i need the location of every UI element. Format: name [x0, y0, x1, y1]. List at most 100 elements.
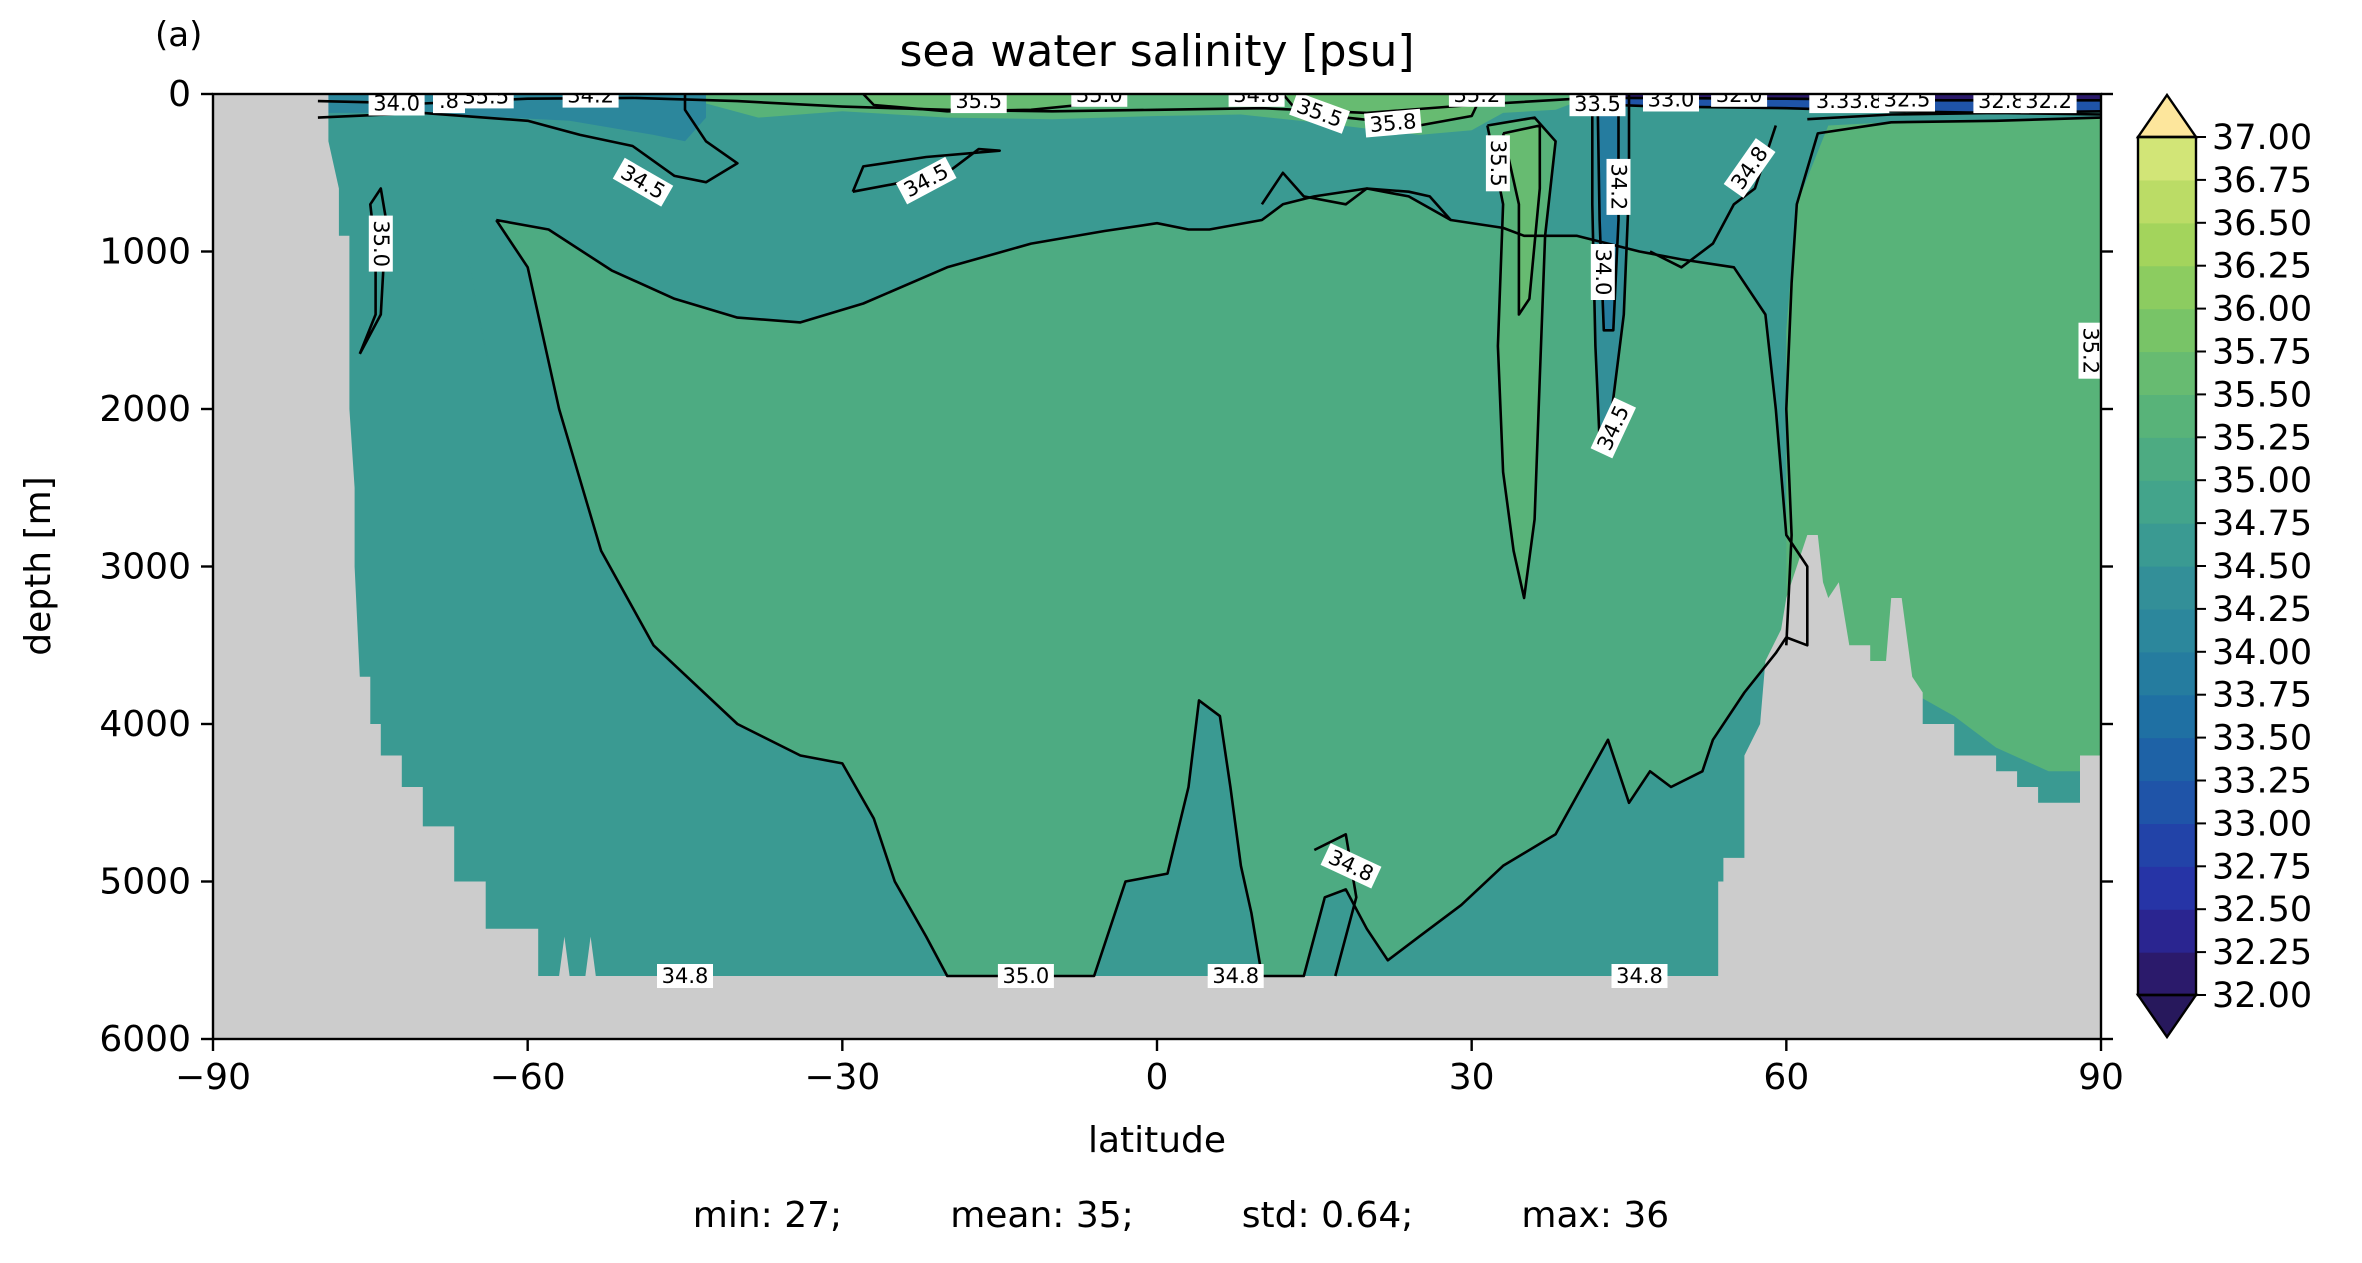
- x-tick-label: 90: [2078, 1057, 2124, 1098]
- contour-label-box: [1071, 94, 1128, 107]
- summary-statistics: min: 27; mean: 35; std: 0.64; max: 36: [0, 1195, 2362, 1255]
- colorbar-tick-label: 34.50: [2212, 547, 2312, 587]
- region-north-atlantic: [1786, 117, 2101, 772]
- contour-label-text: 34.8: [1616, 964, 1663, 988]
- y-axis-label: depth [m]: [18, 476, 59, 655]
- contour-label: 33.0: [1643, 94, 1699, 112]
- contour-label-box: [2078, 322, 2101, 379]
- contour-label: 34.2: [1606, 158, 1631, 215]
- contour-label-box: [1485, 135, 1510, 192]
- x-tick-label: 60: [1763, 1057, 1809, 1098]
- stat-std: std: 0.64;: [1241, 1195, 1414, 1236]
- colorbar-tick-label: 32.25: [2212, 933, 2312, 973]
- contour-label-box: [1606, 158, 1631, 215]
- contour-35-2-northbump: [1260, 171, 1452, 221]
- contour-label: 35.2: [2078, 322, 2101, 379]
- x-tick-label: −60: [490, 1057, 566, 1098]
- panel-label: (a): [155, 15, 202, 55]
- colorbar-extend-over: [2135, 92, 2199, 139]
- y-tick-label: 5000: [99, 862, 191, 903]
- contour-label-box: [1973, 94, 2030, 114]
- contour-label-box: [1228, 94, 1285, 107]
- contour-label-box: [2020, 94, 2077, 114]
- x-axis: −90 −60 −30 0 30 60 90: [175, 1039, 2124, 1098]
- x-tick-label: 0: [1146, 1057, 1169, 1098]
- colorbar-segment: [2138, 265, 2196, 310]
- contour-label-box: [1207, 964, 1264, 988]
- land-seafloor: [213, 976, 2101, 1039]
- colorbar-tick-label: 33.25: [2212, 762, 2312, 802]
- contour-label-box: [562, 94, 619, 108]
- contour-label-text: 35.5: [1486, 140, 1510, 187]
- colorbar-tick-label: 36.25: [2212, 247, 2312, 287]
- colorbar-segment: [2138, 437, 2196, 481]
- colorbar-segment: [2138, 480, 2196, 524]
- contour-label-box: [368, 215, 393, 272]
- colorbar: 32.0032.2532.5032.7533.0033.2533.5033.75…: [2135, 92, 2312, 1040]
- contour-label-text: 3.33.8: [1816, 89, 1883, 113]
- contour-label-box: [1643, 94, 1699, 112]
- contour-label: 34.0: [1590, 244, 1615, 300]
- colorbar-tick-label: 33.50: [2212, 719, 2312, 759]
- contour-label: 35.5: [1485, 135, 1510, 192]
- chart-title: sea water salinity [psu]: [899, 26, 1414, 77]
- region-deep-water: [496, 188, 1808, 976]
- contour-label: .8: [433, 94, 465, 114]
- colorbar-segment: [2138, 308, 2196, 353]
- colorbar-segment: [2138, 866, 2196, 910]
- contour-label-box: [433, 94, 465, 114]
- contour-label-box: [457, 94, 514, 109]
- contour-label-text: 35.8: [1369, 109, 1418, 137]
- stat-max: max: 36: [1521, 1195, 1670, 1236]
- contour-label-box: [612, 157, 674, 207]
- contour-34-5-south: [317, 94, 739, 184]
- contour-label: 34.8: [657, 964, 713, 988]
- contour-labels: 34.0.8 35.5 34.234.535.034.535.5 35.0 34.8 35…: [368, 83, 2101, 988]
- contour-label-box: [1611, 964, 1668, 988]
- contour-label-text: 34.8: [1212, 964, 1259, 988]
- contour-label: 35.0: [1071, 94, 1128, 107]
- colorbar-tick-label: 37.00: [2212, 118, 2312, 158]
- contour-label: 34.8: [1228, 83, 1285, 107]
- y-tick-label: 3000: [99, 547, 191, 588]
- x-tick-label: −30: [804, 1057, 880, 1098]
- y-tick-label: 0: [168, 74, 191, 115]
- stat-mean: mean: 35;: [950, 1195, 1134, 1236]
- contour-label-text: 34.8: [662, 964, 709, 988]
- contour-label-text: 34.8: [1233, 83, 1280, 107]
- x-axis-label: latitude: [1088, 1120, 1226, 1161]
- y-axis: 0 1000 2000 3000 4000 5000 6000: [99, 74, 2113, 1060]
- contour-label-box: [1448, 94, 1505, 107]
- colorbar-segment: [2138, 952, 2196, 996]
- contour-35-5-med: [1501, 124, 1542, 316]
- contour-label: 32.2: [2020, 94, 2077, 114]
- land-antarctica: [213, 94, 596, 1039]
- contour-label: 34.8: [1207, 964, 1264, 988]
- colorbar-tick-label: 32.00: [2212, 976, 2312, 1016]
- contour-label: 35.5: [457, 84, 514, 109]
- contour-label-text: 32.0: [1716, 83, 1763, 107]
- colorbar-segment: [2138, 137, 2196, 181]
- colorbar-segment: [2138, 179, 2196, 224]
- contour-label-text: 35.0: [369, 220, 393, 267]
- colorbar-segment: [2138, 651, 2196, 696]
- contour-35-0-antarctic: [358, 187, 388, 355]
- contour-34-8-arctic: [1807, 111, 2101, 121]
- contour-label: 35.0: [368, 215, 393, 272]
- contour-label: 33.5: [1569, 92, 1626, 117]
- salinity-fill-regions: [213, 94, 2101, 1039]
- contour-label-text: 35.0: [1003, 964, 1050, 988]
- contour-surface-band: [317, 96, 1577, 115]
- stat-min: min: 27;: [692, 1195, 843, 1236]
- contour-34-0-subpolar: [1596, 94, 1620, 332]
- colorbar-tick-label: 35.75: [2212, 333, 2312, 373]
- colorbar-segment: [2138, 566, 2196, 610]
- contour-label-text: 33.5: [1574, 92, 1621, 116]
- contour-label-text: 34.2: [567, 84, 614, 108]
- contour-label-text: 35.5: [462, 84, 509, 108]
- contour-label-text: 35.2: [1454, 83, 1501, 107]
- x-tick-label: 30: [1449, 1057, 1495, 1098]
- contour-label: 34.2: [562, 84, 619, 108]
- region-north-subtropical-core: [1282, 94, 1483, 126]
